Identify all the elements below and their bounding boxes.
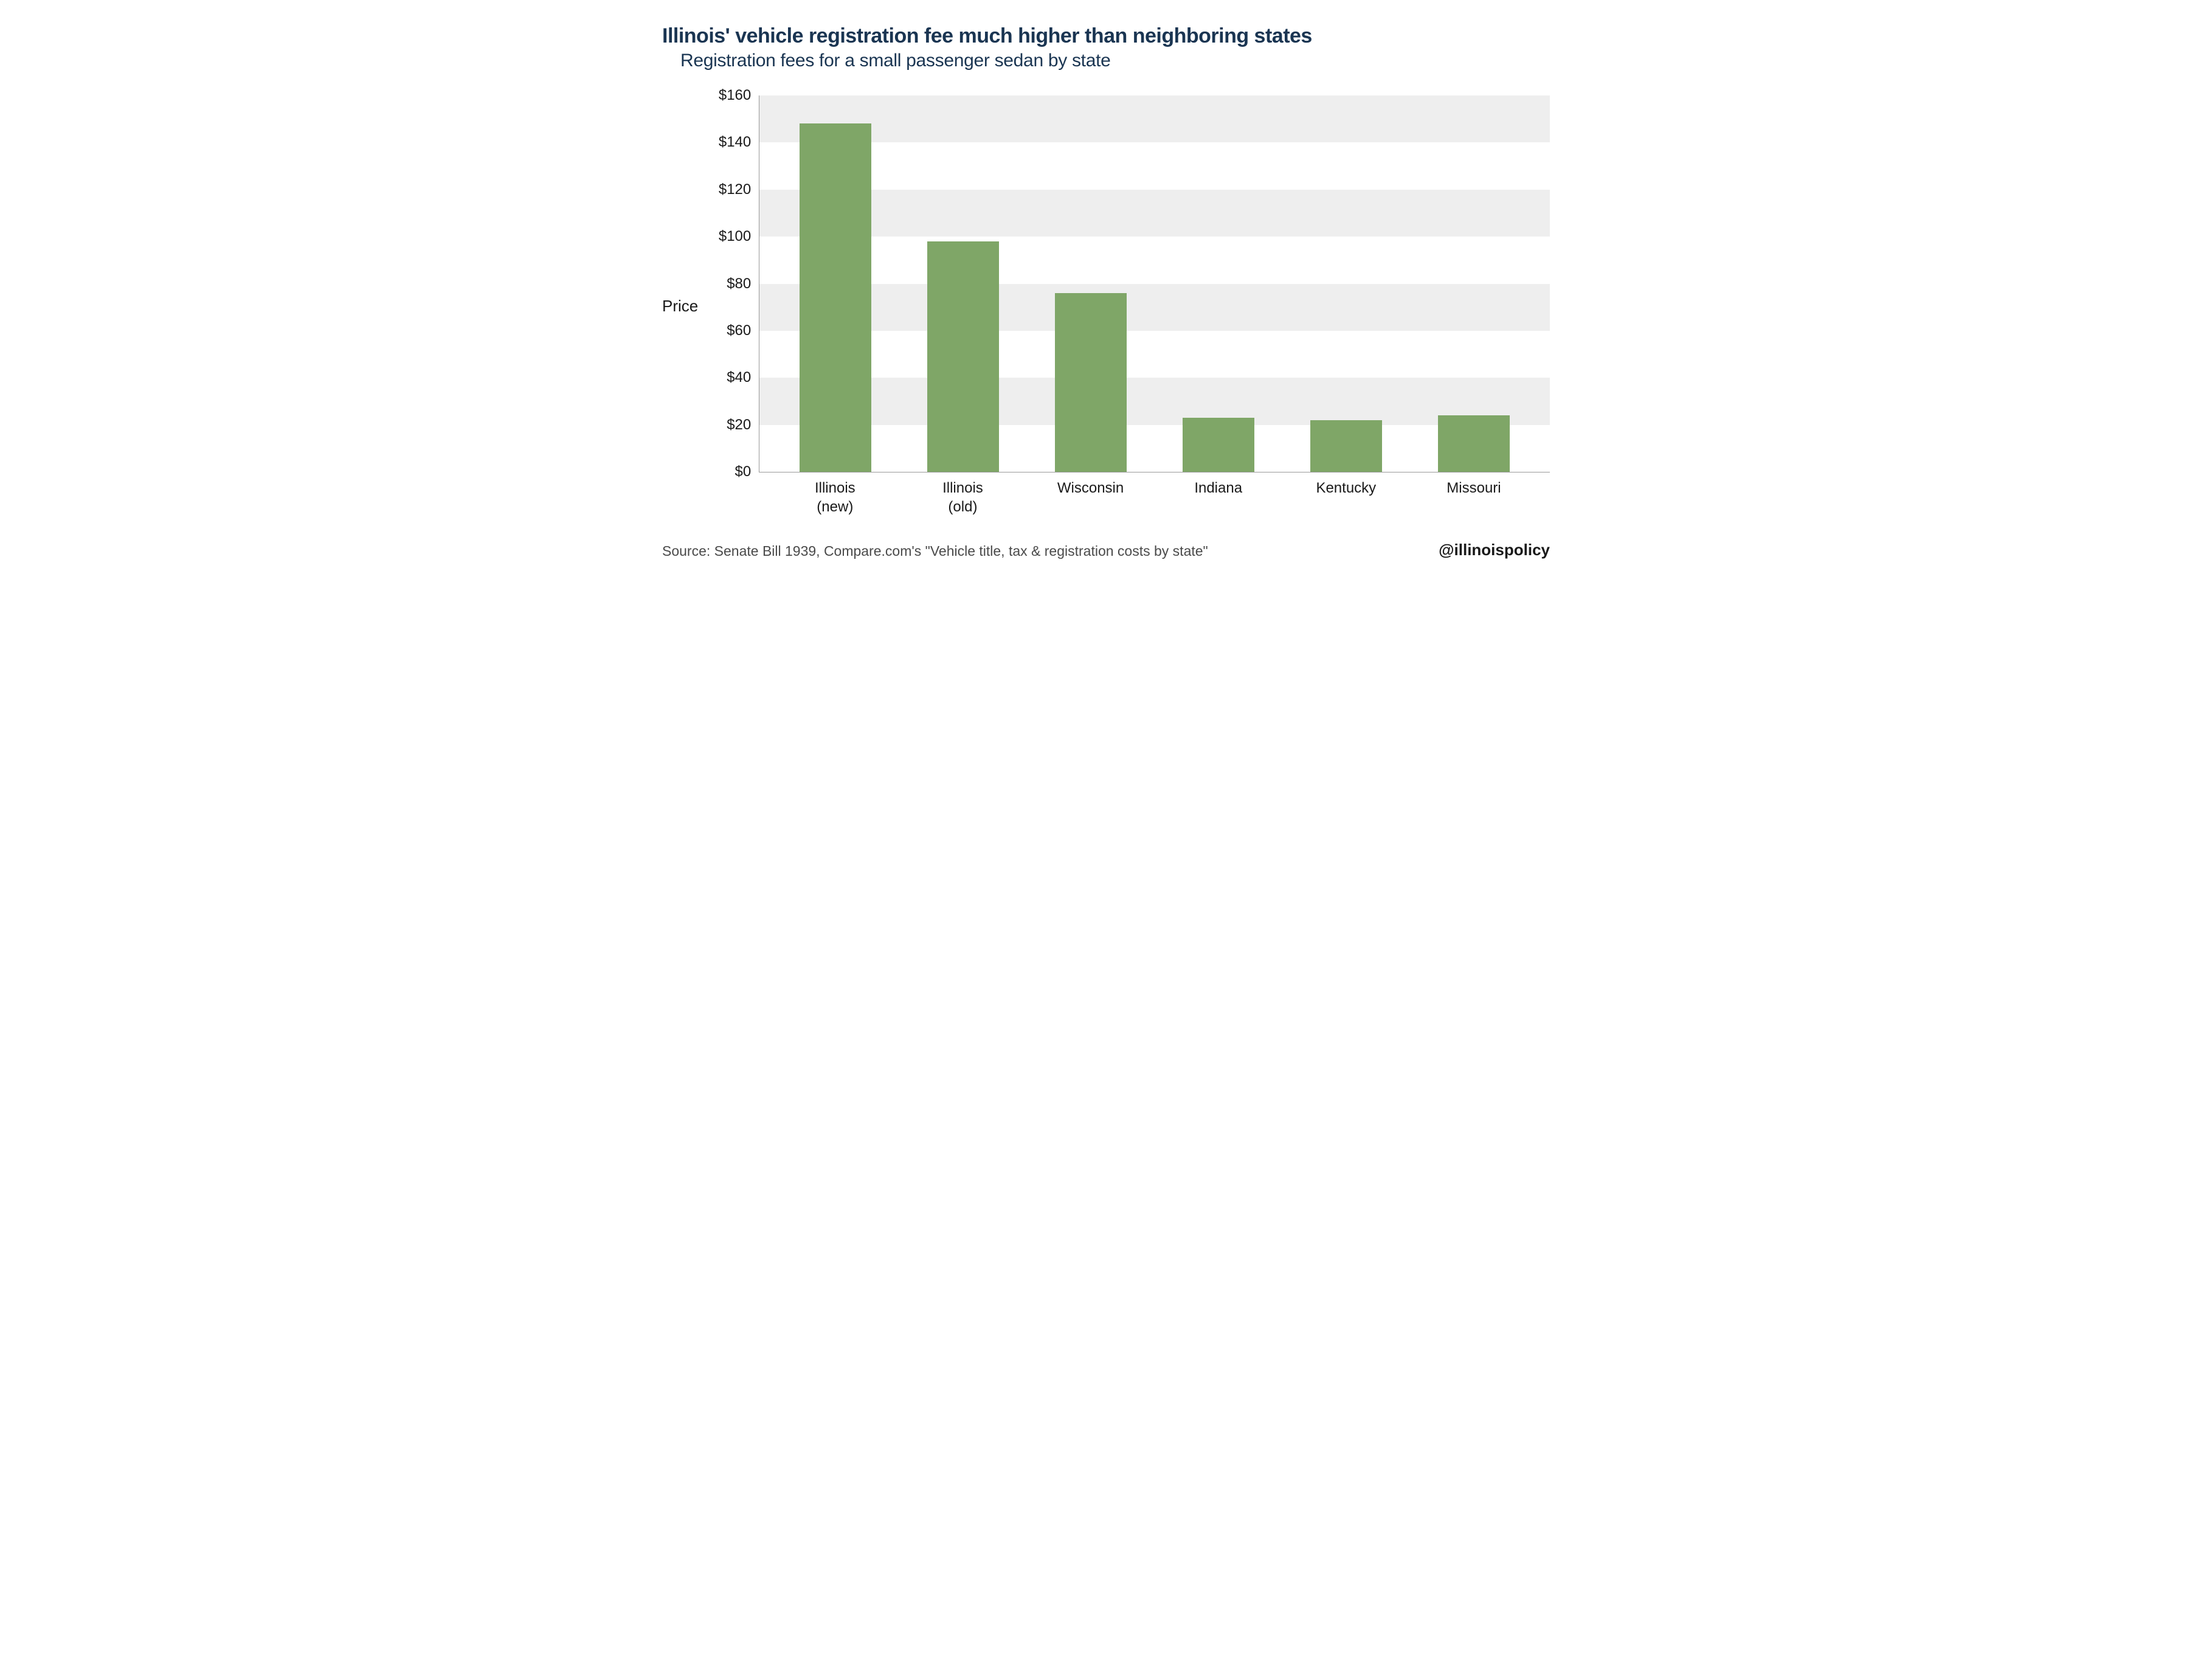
- plot-area: $0$20$40$60$80$100$120$140$160: [759, 95, 1550, 472]
- y-tick-label: $120: [719, 181, 751, 198]
- x-tick-label: Indiana: [1155, 479, 1282, 516]
- x-tick-label: Missouri: [1410, 479, 1538, 516]
- y-tick-label: $100: [719, 228, 751, 245]
- attribution-handle: @illinoispolicy: [1439, 541, 1550, 559]
- bars-group: [759, 95, 1550, 472]
- bar-slot: [772, 95, 899, 472]
- bar-slot: [1155, 95, 1282, 472]
- y-tick-label: $80: [727, 275, 751, 292]
- bar: [800, 123, 871, 472]
- chart-subtitle: Registration fees for a small passenger …: [680, 50, 1550, 71]
- x-ticks: Illinois (new)Illinois (old)WisconsinInd…: [759, 472, 1550, 516]
- bar-slot: [1027, 95, 1155, 472]
- y-tick-label: $0: [735, 463, 752, 480]
- plot-wrap: Price $0$20$40$60$80$100$120$140$160 Ill…: [662, 95, 1550, 516]
- chart-footer: Source: Senate Bill 1939, Compare.com's …: [662, 541, 1550, 559]
- plot: $0$20$40$60$80$100$120$140$160 Illinois …: [704, 95, 1550, 516]
- bar: [927, 241, 999, 472]
- bar-slot: [1410, 95, 1538, 472]
- bar: [1310, 420, 1382, 472]
- source-text: Source: Senate Bill 1939, Compare.com's …: [662, 543, 1208, 559]
- y-tick-label: $40: [727, 369, 751, 386]
- y-tick-label: $60: [727, 322, 751, 339]
- y-axis-label: Price: [662, 297, 698, 316]
- y-tick-label: $140: [719, 134, 751, 151]
- x-tick-label: Wisconsin: [1027, 479, 1155, 516]
- x-tick-label: Kentucky: [1282, 479, 1410, 516]
- chart-title: Illinois' vehicle registration fee much …: [662, 24, 1550, 48]
- y-tick-label: $20: [727, 417, 751, 434]
- bar: [1183, 418, 1254, 472]
- x-tick-label: Illinois (new): [771, 479, 899, 516]
- x-tick-label: Illinois (old): [899, 479, 1026, 516]
- chart-container: Illinois' vehicle registration fee much …: [662, 24, 1550, 559]
- bar-slot: [1282, 95, 1410, 472]
- y-tick-label: $160: [719, 87, 751, 104]
- bar-slot: [899, 95, 1027, 472]
- bar: [1438, 415, 1510, 472]
- bar: [1055, 293, 1127, 472]
